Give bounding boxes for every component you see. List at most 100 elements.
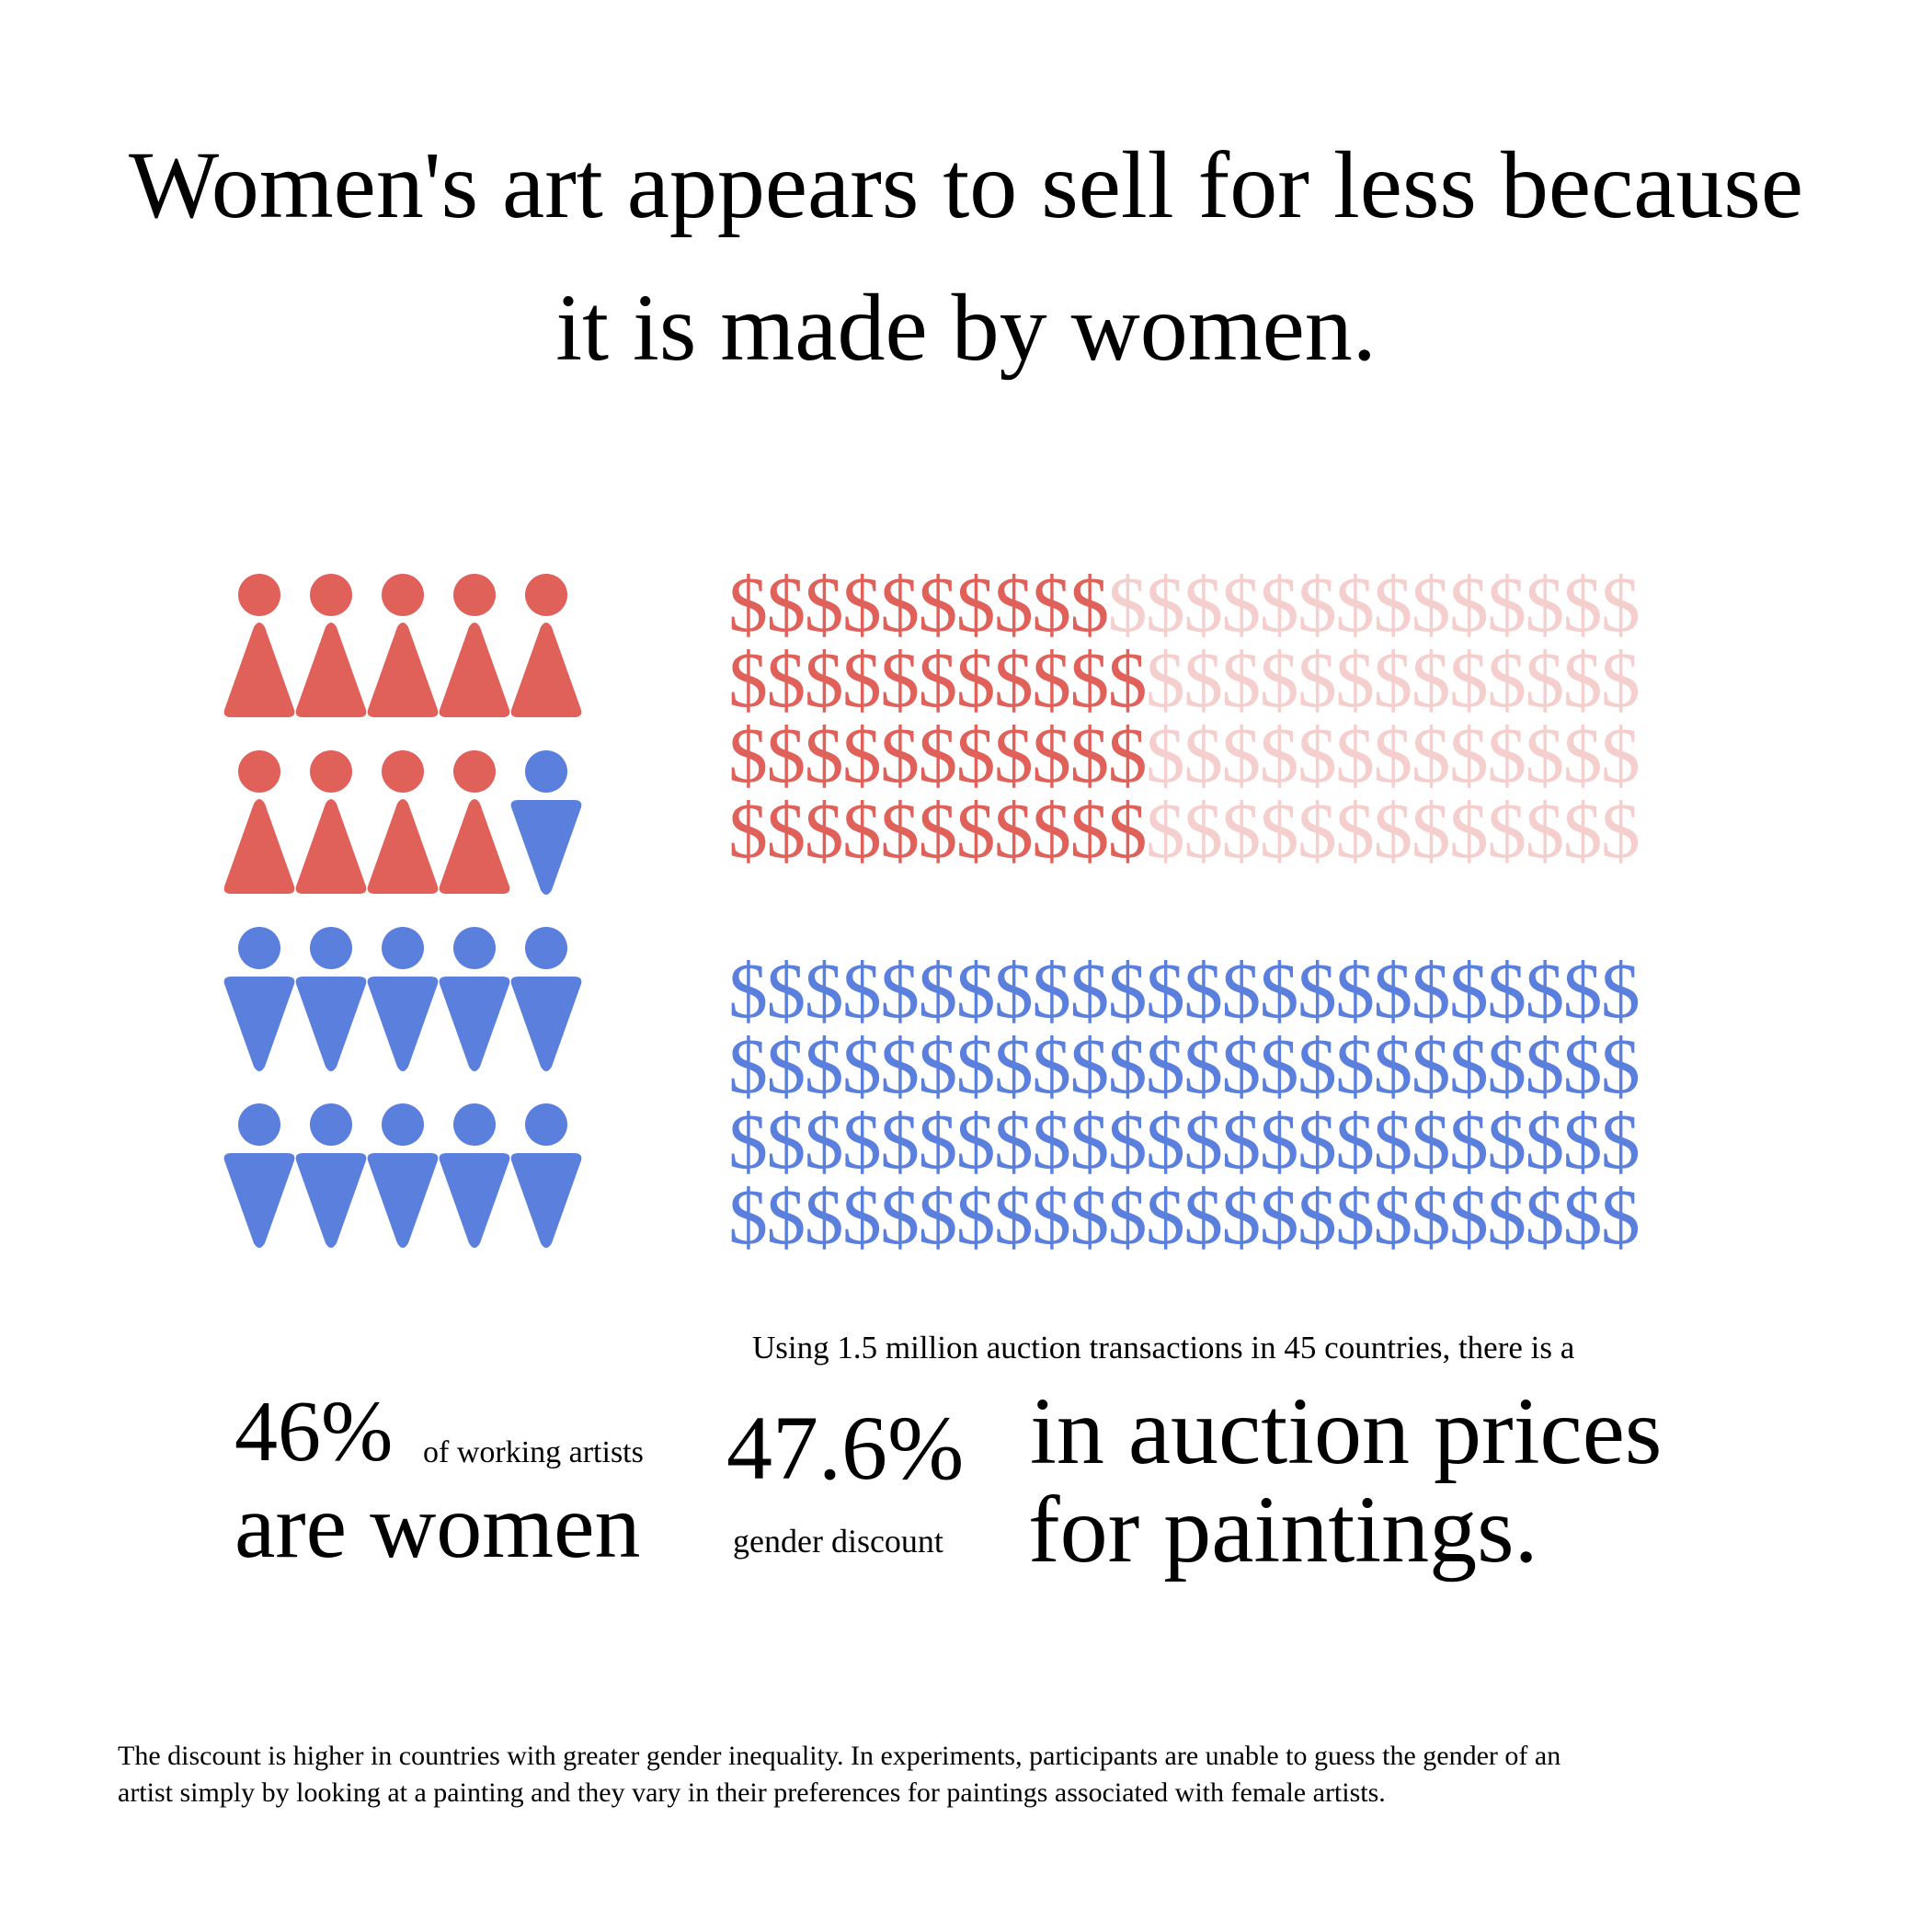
figure-body <box>510 977 582 1071</box>
dollar-mark-filled: $ <box>994 711 1034 799</box>
dollar-mark-empty: $ <box>1449 711 1489 799</box>
man-icon <box>439 927 510 1071</box>
dollar-mark-filled: $ <box>994 560 1034 648</box>
dollar-mark-empty: $ <box>1373 635 1412 724</box>
dollar-mark-filled: $ <box>842 1097 882 1185</box>
dollar-mark-empty: $ <box>1146 786 1185 874</box>
dollar-mark-empty: $ <box>1412 635 1451 724</box>
men-dollar-row-1: $ $ $ $ $ $ $ $ $ $ $ $ $ $ $ $ $ $ $ $ $ $ $ $ <box>728 946 1640 1034</box>
women-dollar-row-1: $ $ $ $ $ $ $ $ $ $ $ $ $ $ $ $ $ $ $ $ $ $ $ $ <box>728 560 1640 648</box>
woman-icon <box>510 574 582 717</box>
dollar-mark-filled: $ <box>1373 1097 1412 1185</box>
man-icon <box>367 927 439 1071</box>
dollar-mark-filled: $ <box>918 946 957 1034</box>
dollar-mark-filled: $ <box>1373 1172 1412 1261</box>
dollar-mark-filled: $ <box>918 560 957 648</box>
discount-caption: gender discount <box>733 1523 943 1560</box>
dollar-mark-empty: $ <box>1487 786 1526 874</box>
dollar-mark-filled: $ <box>1412 1097 1451 1185</box>
woman-icon <box>295 750 367 894</box>
dollar-mark-filled: $ <box>918 1172 957 1261</box>
dollar-mark-filled: $ <box>1563 1097 1603 1185</box>
figure-body <box>223 623 295 717</box>
dollar-mark-filled: $ <box>1221 1097 1261 1185</box>
dollar-mark-empty: $ <box>1146 711 1185 799</box>
dollar-mark-filled: $ <box>1487 1172 1526 1261</box>
dollar-mark-empty: $ <box>1601 711 1640 799</box>
dollar-mark-empty: $ <box>1108 560 1148 648</box>
dollar-mark-filled: $ <box>1069 1097 1109 1185</box>
dollar-mark-empty: $ <box>1260 560 1299 648</box>
dollar-mark-filled: $ <box>842 946 882 1034</box>
dollar-mark-filled: $ <box>1146 1022 1185 1110</box>
dollar-mark-filled: $ <box>1146 1097 1185 1185</box>
dollar-mark-filled: $ <box>994 946 1034 1034</box>
figure-head <box>310 574 352 616</box>
dollar-mark-filled: $ <box>1487 1022 1526 1110</box>
auction-prices-line-1: in auction prices <box>1030 1378 1663 1484</box>
women-percent-caption: of working artists <box>423 1435 644 1469</box>
dollar-mark-filled: $ <box>918 635 957 724</box>
dollar-mark-empty: $ <box>1183 786 1223 874</box>
dollar-mark-empty: $ <box>1601 560 1640 648</box>
woman-icon <box>439 574 510 717</box>
woman-icon <box>223 750 295 894</box>
dollar-mark-filled: $ <box>1183 1022 1223 1110</box>
dollar-mark-filled: $ <box>1108 1022 1148 1110</box>
dollar-mark-filled: $ <box>1032 635 1071 724</box>
dollar-mark-filled: $ <box>1069 786 1109 874</box>
dollar-mark-filled: $ <box>1487 946 1526 1034</box>
dollar-mark-empty: $ <box>1183 711 1223 799</box>
dollar-mark-filled: $ <box>956 786 996 874</box>
dollar-mark-filled: $ <box>805 635 844 724</box>
dollar-mark-filled: $ <box>1487 1097 1526 1185</box>
dollar-mark-filled: $ <box>1298 946 1337 1034</box>
dollar-mark-filled: $ <box>1449 1172 1489 1261</box>
dollar-mark-filled: $ <box>1069 1172 1109 1261</box>
dollar-mark-filled: $ <box>1298 1172 1337 1261</box>
dollar-mark-filled: $ <box>1298 1097 1337 1185</box>
man-icon <box>510 927 582 1071</box>
dollar-mark-filled: $ <box>956 711 996 799</box>
women-dollar-row-2: $ $ $ $ $ $ $ $ $ $ $ $ $ $ $ $ $ $ $ $ $ $ $ $ <box>728 635 1640 724</box>
dollar-mark-filled: $ <box>728 1172 768 1261</box>
dollar-mark-empty: $ <box>1525 786 1564 874</box>
dollar-mark-filled: $ <box>728 1097 768 1185</box>
dollar-mark-filled: $ <box>880 1097 920 1185</box>
dollar-mark-filled: $ <box>1525 1022 1564 1110</box>
dollar-mark-filled: $ <box>1108 635 1148 724</box>
dollar-mark-filled: $ <box>1412 1022 1451 1110</box>
people-pictogram-svg <box>223 574 582 1248</box>
figure-body <box>367 977 439 1071</box>
dollar-mark-empty: $ <box>1183 635 1223 724</box>
figure-head <box>382 574 424 616</box>
dollar-mark-empty: $ <box>1335 635 1375 724</box>
dollar-mark-filled: $ <box>805 1097 844 1185</box>
dollar-mark-filled: $ <box>728 560 768 648</box>
dollar-mark-filled: $ <box>956 1097 996 1185</box>
dollar-mark-empty: $ <box>1221 786 1261 874</box>
dollar-mark-filled: $ <box>842 786 882 874</box>
dollar-mark-filled: $ <box>1335 946 1375 1034</box>
dollar-mark-filled: $ <box>1260 1172 1299 1261</box>
dollar-mark-filled: $ <box>842 1172 882 1261</box>
women-percent-label: are women <box>234 1475 641 1577</box>
dollar-mark-empty: $ <box>1601 635 1640 724</box>
dollar-mark-empty: $ <box>1373 786 1412 874</box>
dollar-mark-filled: $ <box>1525 1097 1564 1185</box>
dollar-mark-empty: $ <box>1260 635 1299 724</box>
figure-head <box>382 1103 424 1146</box>
dollar-mark-empty: $ <box>1487 635 1526 724</box>
auction-prices-line-2: for paintings. <box>1028 1477 1538 1583</box>
figure-head <box>453 574 496 616</box>
dollar-mark-filled: $ <box>956 635 996 724</box>
dollar-mark-filled: $ <box>1032 1097 1071 1185</box>
figure-head <box>238 1103 280 1146</box>
dollar-mark-filled: $ <box>880 946 920 1034</box>
figure-body <box>510 623 582 717</box>
dollar-mark-filled: $ <box>1108 786 1148 874</box>
dollar-mark-filled: $ <box>1601 946 1640 1034</box>
dollar-mark-empty: $ <box>1146 560 1185 648</box>
dollar-mark-filled: $ <box>805 711 844 799</box>
dollar-mark-filled: $ <box>766 946 806 1034</box>
